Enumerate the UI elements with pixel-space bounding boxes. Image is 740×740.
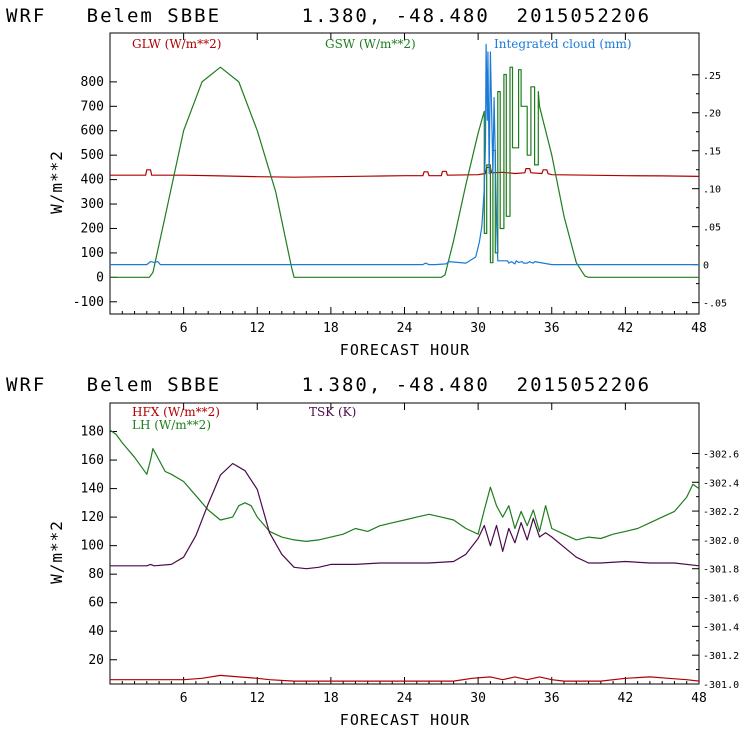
y-axis-label: W/m**2	[47, 150, 66, 214]
y-tick-label: 200	[81, 221, 104, 236]
y-tick-label: 800	[81, 75, 104, 90]
y-tick-label: 100	[81, 539, 104, 554]
series-line-hfx	[110, 674, 700, 682]
x-tick-label: 18	[323, 691, 339, 706]
series-line-lh	[109, 429, 700, 543]
y-tick-label: 500	[81, 148, 104, 163]
y2-tick-label: -301.4	[703, 622, 739, 633]
legend-entry: LH (W/m**2)	[132, 418, 211, 432]
top-chart: WRF Belem SBBE 1.380, -48.480 2015052206…	[6, 5, 727, 359]
legend-entry: Integrated cloud (mm)	[494, 37, 632, 51]
y2-tick-label: .25	[703, 71, 721, 82]
x-tick-label: 42	[618, 321, 634, 336]
y2-tick-label: .10	[703, 185, 721, 196]
x-axis-label: FORECAST HOUR	[340, 711, 470, 729]
y-tick-label: 140	[81, 482, 104, 497]
legend-entry: TSK (K)	[309, 405, 356, 419]
y2-tick-label: -301.6	[703, 594, 739, 605]
x-axis-label: FORECAST HOUR	[340, 341, 470, 359]
y-tick-label: 40	[88, 624, 104, 639]
x-tick-label: 6	[180, 321, 188, 336]
y-tick-label: 300	[81, 197, 104, 212]
y2-tick-label: .05	[703, 223, 721, 234]
y-axis-label: W/m**2	[47, 520, 66, 584]
series-line-integrated	[110, 43, 699, 266]
x-tick-label: 24	[397, 321, 413, 336]
x-tick-label: 36	[544, 321, 560, 336]
series-line-gsw	[110, 66, 699, 278]
chart-title: WRF Belem SBBE 1.380, -48.480 2015052206	[6, 5, 651, 27]
x-tick-label: 6	[180, 691, 188, 706]
y-tick-label: 400	[81, 173, 104, 188]
y2-tick-label: -301.2	[703, 651, 739, 662]
x-tick-label: 48	[691, 691, 707, 706]
y-tick-label: 100	[81, 246, 104, 261]
y2-tick-label: -302.2	[703, 507, 739, 518]
x-tick-label: 30	[470, 691, 486, 706]
y-tick-label: 60	[88, 596, 104, 611]
y-tick-label: 700	[81, 99, 104, 114]
y2-tick-label: .20	[703, 109, 721, 120]
y2-tick-label: 0	[703, 261, 709, 272]
y2-tick-label: -301.0	[703, 680, 739, 691]
y2-tick-label: -302.4	[703, 478, 739, 489]
series-line-glw	[110, 166, 700, 178]
x-tick-label: 48	[691, 321, 707, 336]
plot-frame	[109, 32, 700, 315]
y-tick-label: 20	[88, 653, 104, 668]
x-tick-label: 36	[544, 691, 560, 706]
x-tick-label: 42	[618, 691, 634, 706]
legend-entry: GLW (W/m**2)	[132, 37, 221, 51]
y-tick-label: 180	[81, 425, 104, 440]
x-tick-label: 30	[470, 321, 486, 336]
y-tick-label: 120	[81, 510, 104, 525]
y-tick-label: 0	[96, 270, 104, 285]
x-tick-label: 12	[249, 691, 265, 706]
series-line-tsk	[110, 462, 700, 570]
x-tick-label: 12	[249, 321, 265, 336]
y2-tick-label: -.05	[703, 299, 727, 310]
y2-tick-label: -302.6	[703, 449, 739, 460]
x-tick-label: 18	[323, 321, 339, 336]
chart-title: WRF Belem SBBE 1.380, -48.480 2015052206	[6, 374, 651, 396]
y2-tick-label: -301.8	[703, 565, 739, 576]
bottom-chart: WRF Belem SBBE 1.380, -48.480 2015052206…	[6, 374, 739, 729]
plot-frame	[109, 402, 700, 685]
y-tick-label: 80	[88, 567, 104, 582]
x-tick-label: 24	[397, 691, 413, 706]
y2-tick-label: .15	[703, 147, 721, 158]
y-tick-label: 160	[81, 453, 104, 468]
y-tick-label: 600	[81, 124, 104, 139]
legend-entry: HFX (W/m**2)	[132, 405, 220, 419]
legend-entry: GSW (W/m**2)	[325, 37, 416, 51]
y2-tick-label: -302.0	[703, 536, 739, 547]
y-tick-label: -100	[73, 295, 104, 310]
